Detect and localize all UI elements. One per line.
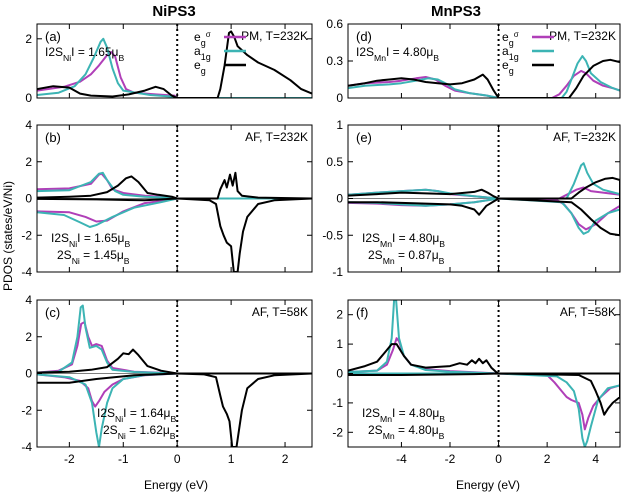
x-tick-label-c: 1 <box>228 452 235 466</box>
y-tick-label-c: 2 <box>25 330 32 344</box>
x-tick-label-f: 0 <box>495 452 502 466</box>
series-line-f-2 <box>348 343 620 416</box>
y-tick-label-b: -4 <box>21 265 32 279</box>
y-tick-label-e: -0.5 <box>322 228 343 242</box>
moment-annotation-e-1: 2SMn = 0.87μB <box>368 248 445 266</box>
y-tick-label-d: 0 <box>336 91 343 105</box>
moment-annotation-a: I2SNiI = 1.65μB <box>45 45 124 63</box>
x-tick-label-f: 2 <box>544 452 551 466</box>
y-tick-label-e: -1 <box>332 265 343 279</box>
moment-annotation-c-1: 2SNi = 1.62μB <box>103 423 176 441</box>
y-tick-label-f: -2 <box>332 425 343 439</box>
column-title-nips3-text: NiPS3 <box>152 3 195 20</box>
moment-annotation-e-0: I2SMnI = 4.80μB <box>362 231 445 249</box>
x-tick-label-c: -1 <box>118 452 129 466</box>
y-tick-label-b: 2 <box>25 155 32 169</box>
panel-e: -1 -0.5 0 0.5 1 (e) AF, T=232K I2SMnI = 4.80μB2… <box>322 118 621 279</box>
y-tick-label-c: -4 <box>21 440 32 454</box>
panel-label-a: (a) <box>45 29 61 44</box>
moment-annotation-b-1: 2SNi = 1.45μB <box>57 248 130 266</box>
y-tick-label-e: 0 <box>336 192 343 206</box>
y-tick-label-c: -2 <box>21 403 32 417</box>
moment-annotation-f-0: I2SMnI = 4.80μB <box>362 406 445 424</box>
panel-frame-a <box>36 23 313 99</box>
legend-label-d-1: a1g <box>502 44 519 62</box>
moment-annotation-c-0: I2SNiI = 1.64μB <box>97 406 176 424</box>
series-line-e-2 <box>348 176 620 237</box>
series-line-f-1 <box>348 300 620 447</box>
panel-label-d: (d) <box>356 29 372 44</box>
x-tick-label-f: 4 <box>592 452 599 466</box>
series-line-b-2 <box>37 171 312 272</box>
y-tick-label-e: 1 <box>336 118 343 132</box>
x-tick-label-f: -4 <box>396 452 407 466</box>
y-tick-label-a: 0 <box>25 91 32 105</box>
panel-label-b: (b) <box>45 130 61 145</box>
panel-condition-b: AF, T=232K <box>245 130 308 144</box>
y-tick-label-a: 2 <box>25 32 32 46</box>
moment-annotation-d: I2SMnI = 4.80μB <box>356 45 439 63</box>
legend-label-d-0: egσ <box>502 30 519 49</box>
y-tick-label-f: 0 <box>336 367 343 381</box>
y-tick-label-c: 0 <box>25 367 32 381</box>
y-tick-label-f: -1 <box>332 396 343 410</box>
legend-label-a-2: eg <box>194 58 206 76</box>
y-tick-label-f: 2 <box>336 308 343 322</box>
panel-condition-f: AF, T=58K <box>560 305 616 319</box>
y-tick-label-e: 0.5 <box>326 155 343 169</box>
panel-label-f: (f) <box>356 305 368 320</box>
series-line-a-1 <box>37 37 312 98</box>
legend-label-a-1: a1g <box>194 44 211 62</box>
panel-label-c: (c) <box>45 305 60 320</box>
panel-c: -2 -1 0 1 2 -4 -2 0 2 4 (c) AF, T=58K I2SNiI = 1.64μ… <box>21 293 313 466</box>
y-tick-label-f: 1 <box>336 337 343 351</box>
column-title-mnps3: MnPS3 <box>431 3 481 20</box>
x-axis-label-left: Energy (eV) <box>144 478 208 492</box>
series-line-d-1 <box>348 55 620 98</box>
legend-label-d-2: eg <box>502 58 514 76</box>
x-tick-label-c: 2 <box>282 452 289 466</box>
column-title-mnps3-text: MnPS3 <box>431 3 481 20</box>
y-tick-label-b: 0 <box>25 192 32 206</box>
series-line-d-2 <box>348 58 620 98</box>
panel-label-e: (e) <box>356 130 372 145</box>
series-line-a-2 <box>37 30 312 98</box>
panel-condition-c: AF, T=58K <box>252 305 308 319</box>
moment-annotation-f-1: 2SMn = 4.80μB <box>368 423 445 441</box>
x-tick-label-c: 0 <box>174 452 181 466</box>
panel-b: -4 -2 0 2 4 (b) AF, T=232K I2SNiI = 1.65μB2SNi … <box>21 118 313 279</box>
x-tick-label-f: -2 <box>445 452 456 466</box>
y-tick-label-b: -2 <box>21 228 32 242</box>
moment-annotation-b-0: I2SNiI = 1.65μB <box>51 231 130 249</box>
legend-label-a-0: egσ <box>194 30 211 49</box>
series-line-a-0 <box>37 51 312 98</box>
panel-condition-a: PM, T=232K <box>241 29 308 43</box>
series-line-c-2 <box>37 348 312 447</box>
x-axis-label-right: Energy (eV) <box>456 478 520 492</box>
x-tick-label-c: -2 <box>64 452 75 466</box>
column-title-nips3: NiPS3 <box>152 3 195 20</box>
panel-condition-e: AF, T=232K <box>553 130 616 144</box>
panel-condition-d: PM, T=232K <box>549 29 616 43</box>
y-tick-label-b: 4 <box>25 118 32 132</box>
y-tick-label-c: 4 <box>25 293 32 307</box>
panel-d: 0 0.3 0.6 (d) PM, T=232K I2SMnI = 4.80μB egσa1… <box>326 17 621 105</box>
y-axis-label: PDOS (states/eV/Ni) <box>1 181 15 291</box>
y-tick-label-d: 0.3 <box>326 54 343 68</box>
y-tick-label-d: 0.6 <box>326 17 343 31</box>
panel-f: -4 -2 0 2 4 -2 -1 0 1 2 (f) AF, T=58K I2SMnI = 4.80μ… <box>332 299 621 466</box>
